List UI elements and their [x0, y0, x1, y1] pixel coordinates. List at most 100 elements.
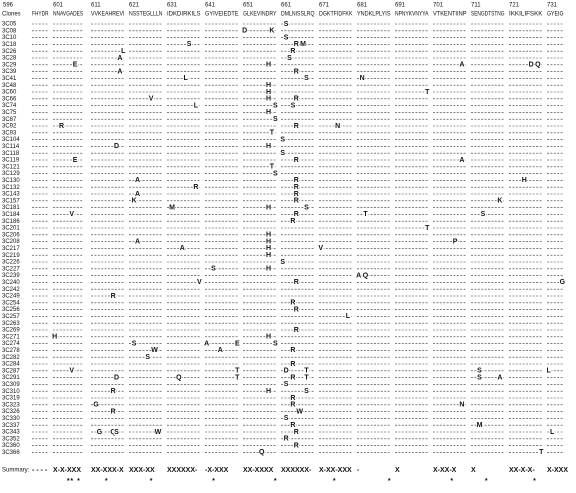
- mutation-bg: [289, 299, 296, 306]
- mutation: A: [459, 157, 464, 164]
- mutation: L: [547, 368, 552, 375]
- reference-block: YNDKLPLYIS: [357, 12, 391, 18]
- mutation-bg: [203, 340, 210, 347]
- clone-label: 3C08: [2, 28, 17, 34]
- mutation: A: [204, 340, 209, 347]
- mutation-bg: [283, 21, 290, 27]
- mutation: N: [335, 123, 340, 130]
- mutation: S: [284, 415, 289, 422]
- mutation: T: [363, 211, 368, 218]
- mutation: K: [132, 198, 137, 205]
- summary-block: - - - -: [32, 467, 48, 474]
- mutation-bg: [68, 211, 75, 218]
- mutation: R: [294, 442, 299, 449]
- mutation-bg: [458, 157, 465, 163]
- clone-label: 3C309: [2, 382, 20, 388]
- clone-label: 3C291: [2, 375, 20, 381]
- mutation: S: [280, 136, 285, 143]
- summary-block: XXX-XX: [129, 467, 155, 474]
- mutation-bg: [293, 184, 300, 191]
- mutation: R: [294, 123, 299, 130]
- mutation: G: [93, 402, 99, 409]
- mutation-bg: [303, 204, 310, 211]
- reference-block: IDKDIRKILS: [167, 12, 201, 18]
- mutation: A: [135, 177, 140, 184]
- summary-star: *: [105, 478, 108, 485]
- clone-label: 3C186: [2, 219, 20, 225]
- mutation-bg: [110, 408, 117, 415]
- reference-block: GYIVEIEDTE: [205, 12, 239, 18]
- position-number: 621: [129, 3, 140, 9]
- mutation-bg: [293, 123, 300, 129]
- mutation-bg: [279, 150, 286, 157]
- mutation: S: [284, 381, 289, 388]
- summary-block: X-XXX: [547, 467, 568, 474]
- mutation: R: [290, 361, 295, 368]
- mutation: V: [318, 245, 323, 252]
- clone-label: 3C254: [2, 300, 20, 306]
- mutation: A: [117, 68, 122, 75]
- mutation-bg: [144, 354, 151, 361]
- mutation-bg: [293, 211, 300, 218]
- mutation-bg: [521, 177, 528, 184]
- mutation: Q: [535, 62, 541, 69]
- mutation-bg: [355, 272, 362, 279]
- mutation-bg: [458, 61, 465, 68]
- summary-label: Summary:: [2, 468, 30, 474]
- mutation-bg: [234, 340, 241, 347]
- mutation-bg: [151, 347, 158, 354]
- mutation-bg: [93, 401, 100, 408]
- reference-block: NPNYKVNYYA: [395, 12, 429, 18]
- mutation: H: [266, 62, 271, 69]
- mutation: R: [290, 300, 295, 307]
- mutation-bg: [234, 374, 241, 381]
- mutation: H: [266, 334, 271, 341]
- mutation-bg: [116, 68, 123, 75]
- mutation: Q: [176, 374, 182, 381]
- clone-label: 3C263: [2, 321, 20, 327]
- mutation: S: [477, 368, 482, 375]
- clone-label: 3C287: [2, 368, 20, 374]
- mutation: S: [280, 259, 285, 266]
- mutation: S: [280, 150, 285, 157]
- mutation: S: [477, 374, 482, 381]
- mutation-bg: [265, 61, 272, 68]
- position-number: 601: [53, 3, 64, 9]
- mutation: T: [235, 374, 240, 381]
- mutation: R: [294, 327, 299, 334]
- mutation: H: [266, 96, 271, 103]
- mutation: T: [270, 164, 275, 171]
- mutation-bg: [131, 197, 138, 204]
- mutation-bg: [283, 34, 290, 41]
- position-number: 701: [433, 3, 444, 9]
- mutation-bg: [175, 374, 182, 381]
- clone-label: 3C143: [2, 192, 20, 198]
- mutation: V: [69, 211, 74, 218]
- mutation-bg: [496, 374, 503, 381]
- mutation-bg: [289, 347, 296, 354]
- clone-label: 3C274: [2, 341, 20, 347]
- mutation: R: [294, 68, 299, 75]
- mutation-bg: [559, 279, 566, 286]
- mutation: R: [290, 422, 295, 429]
- clone-label: 3C29: [2, 62, 17, 68]
- mutation-bg: [134, 191, 141, 197]
- mutation-bg: [476, 374, 483, 381]
- mutation-bg: [496, 197, 503, 204]
- clone-label: 3C249: [2, 294, 20, 300]
- position-number: 661: [281, 3, 292, 9]
- clone-label: 3C130: [2, 178, 20, 184]
- mutation: H: [266, 109, 271, 116]
- mutation-bg: [303, 367, 310, 374]
- mutation-bg: [317, 245, 324, 252]
- mutation-bg: [293, 429, 300, 435]
- clone-label: 3C343: [2, 430, 20, 436]
- mutation-bg: [534, 61, 541, 68]
- mutation-bg: [296, 408, 303, 415]
- position-number: 611: [91, 3, 101, 9]
- summary-block: X-XX-XXX: [319, 467, 352, 474]
- mutation: K: [497, 198, 502, 205]
- mutation: V: [69, 368, 74, 375]
- mutation: A: [497, 374, 502, 381]
- mutation-bg: [110, 388, 117, 395]
